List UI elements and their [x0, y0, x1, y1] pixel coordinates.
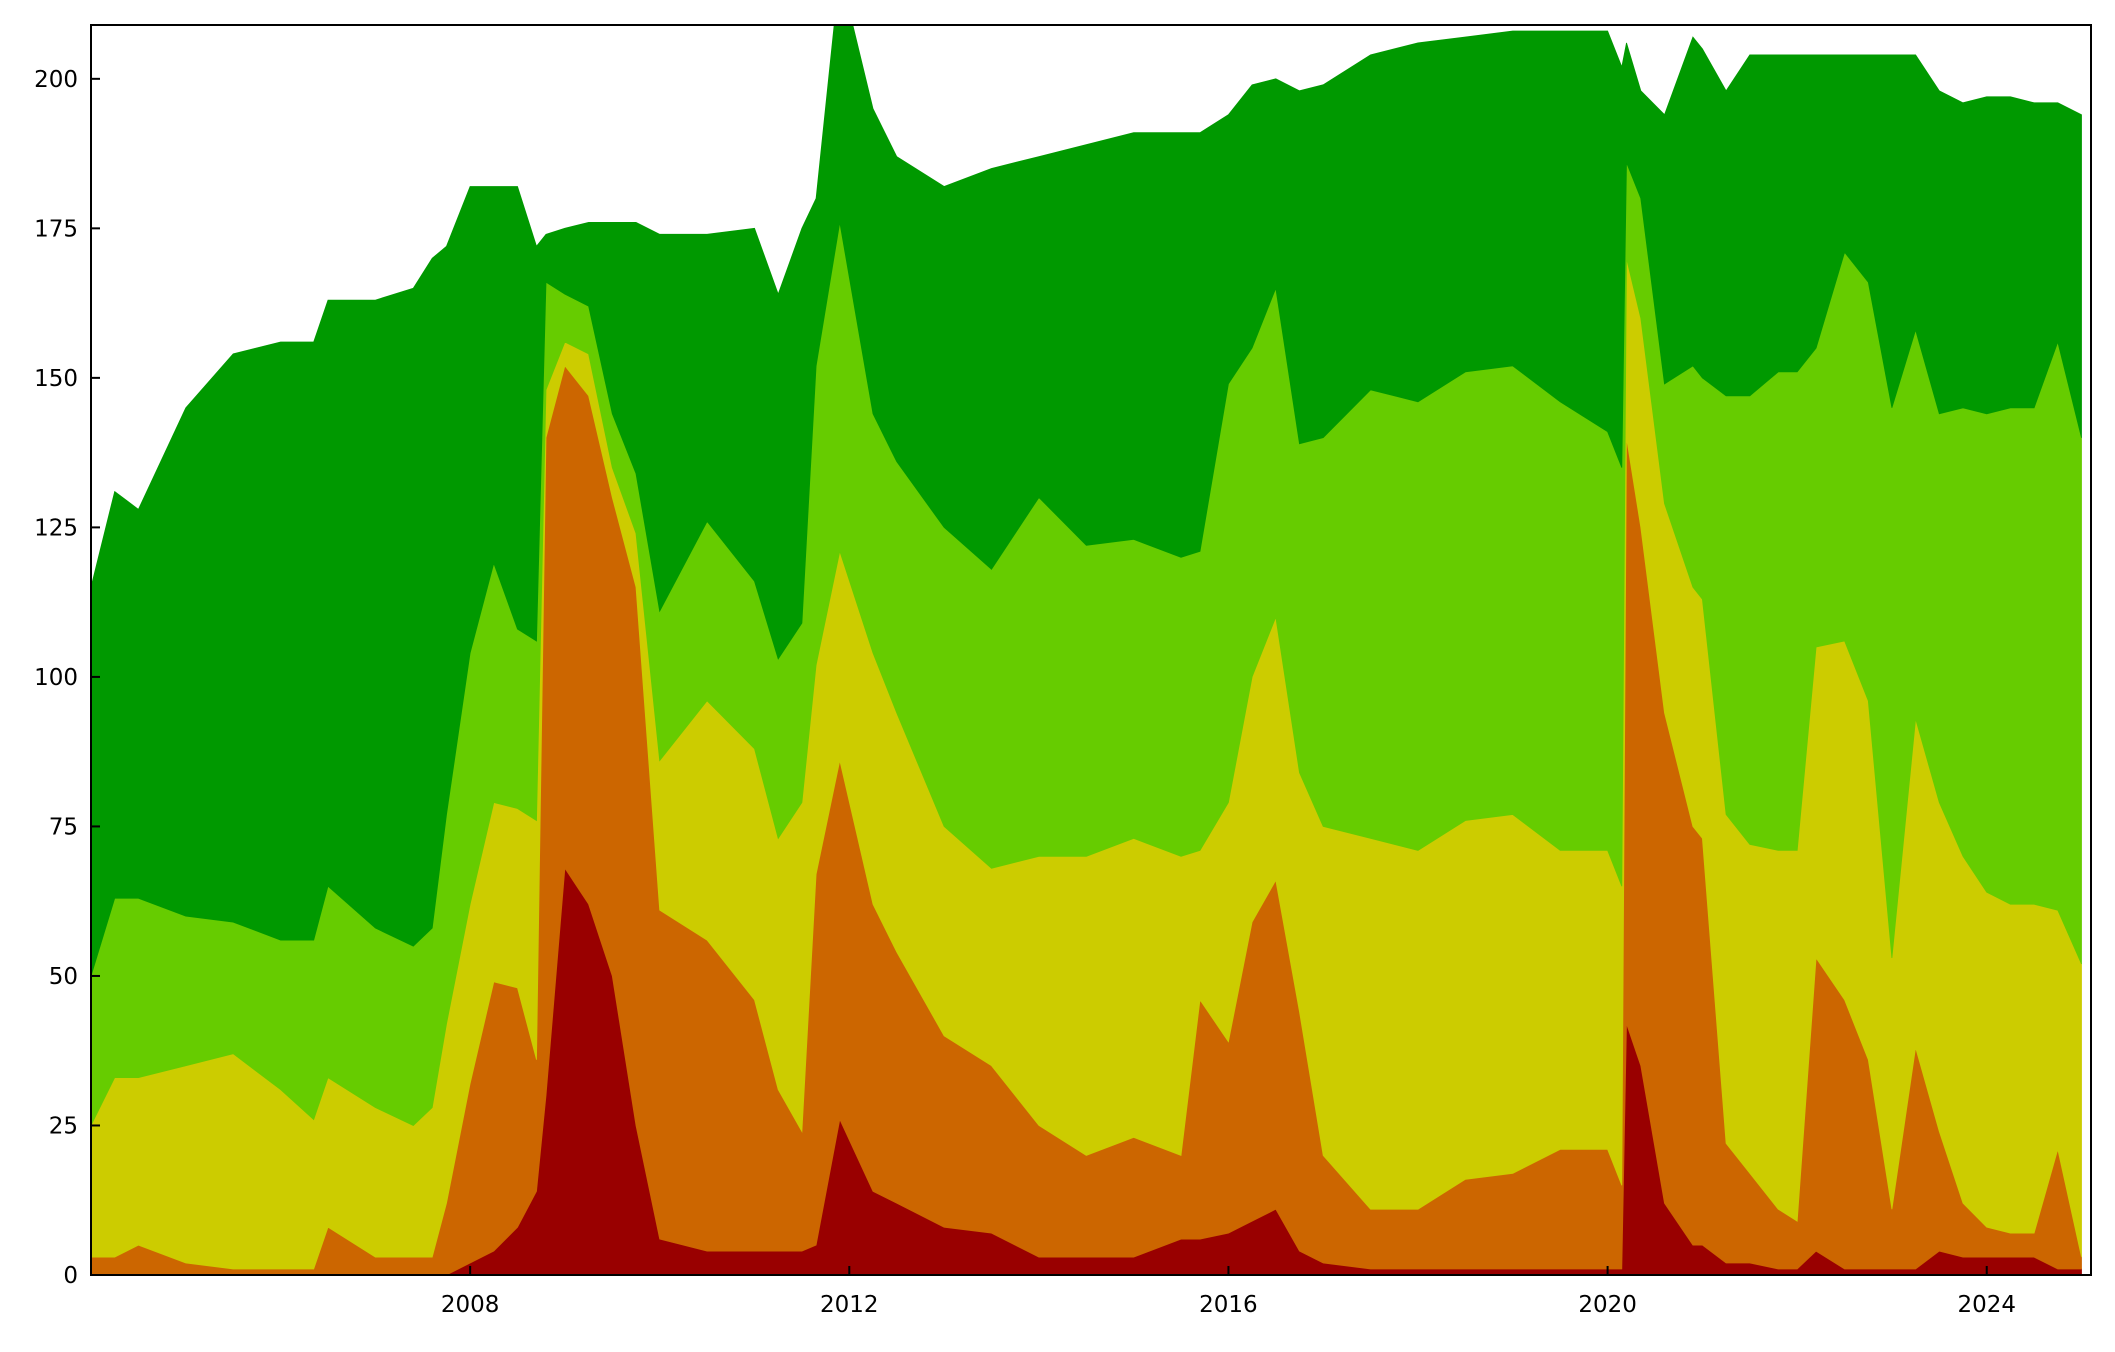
y-tick-label: 75 — [49, 814, 78, 840]
x-tick-label: 2024 — [1957, 1292, 2016, 1318]
y-tick-label: 50 — [49, 964, 78, 990]
y-tick-label: 25 — [49, 1113, 78, 1139]
y-tick-label: 200 — [34, 67, 78, 93]
plot-area — [91, 25, 2082, 1275]
y-tick-label: 125 — [34, 515, 78, 541]
x-tick-label: 2012 — [820, 1292, 879, 1318]
y-tick-label: 150 — [34, 366, 78, 392]
y-tick-label: 100 — [34, 665, 78, 691]
axes: 0 25 50 75 100 125 150 175 200 2008 2012 2016 2020 20… — [34, 24, 2092, 1318]
x-tick-label: 2020 — [1578, 1292, 1637, 1318]
x-tick-label: 2008 — [441, 1292, 500, 1318]
plot-frame — [90, 24, 2092, 1276]
x-tick-label: 2016 — [1199, 1292, 1258, 1318]
y-tick-label: 175 — [34, 216, 78, 242]
y-tick-label: 0 — [63, 1263, 78, 1289]
area-series-5 — [91, 25, 2082, 977]
